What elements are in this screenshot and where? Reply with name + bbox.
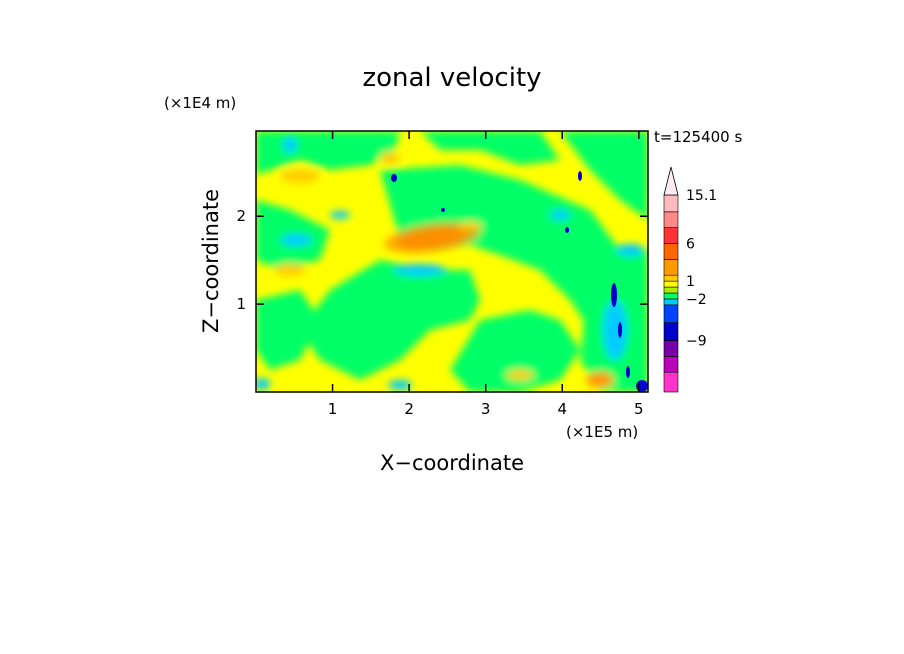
field-region-blue-3: [626, 366, 630, 378]
field-region-blue-5: [578, 171, 582, 181]
field-region-cyan-9: [330, 211, 350, 219]
plot-frame: [255, 130, 649, 393]
x-axis-label: X−coordinate: [380, 451, 524, 475]
colorbar-box-14: [663, 211, 679, 228]
velocity-field: [256, 131, 648, 392]
colorbar-box-8: [663, 286, 679, 294]
field-region-blue-6: [565, 227, 569, 233]
colorbar-box-6: [663, 298, 679, 306]
colorbar-box-2: [663, 356, 679, 373]
colorbar-box-1: [663, 371, 679, 393]
field-region-cyan-1: [394, 264, 446, 276]
field-region-green-7: [560, 131, 648, 220]
field-region-orange-6: [586, 372, 614, 388]
colorbar-label-3: 1: [686, 274, 695, 290]
field-region-blue-4: [391, 174, 397, 182]
field-region-cyan-6: [388, 380, 412, 390]
field-region-cyan-3: [283, 137, 297, 153]
field-region-green-4: [300, 260, 480, 380]
field-region-green-2: [420, 131, 560, 165]
x-tick-label-4: 4: [557, 400, 567, 418]
y-tick-label-2: 2: [236, 207, 246, 225]
colorbar-box-12: [663, 243, 679, 260]
colorbar-box-15: [663, 194, 679, 213]
field-region-blue-1: [611, 283, 617, 307]
x-tick-label-5: 5: [634, 400, 644, 418]
field-region-orange-2: [280, 169, 320, 183]
colorbar-label-1: 15.1: [686, 188, 717, 204]
field-region-cyan-4: [616, 244, 644, 256]
colorbar-box-7: [663, 292, 679, 300]
field-region-cyan-5: [603, 300, 627, 360]
x-tick-label-1: 1: [328, 400, 338, 418]
colorbar-box-13: [663, 227, 679, 244]
colorbar-extend-arrow: [663, 166, 679, 196]
field-region-blue-7: [636, 380, 648, 392]
colorbar-box-10: [663, 274, 679, 282]
y-axis-label: Z−coordinate: [199, 189, 223, 333]
colorbar-box-9: [663, 280, 679, 288]
field-region-cyan-8: [256, 378, 270, 390]
chart-title: zonal velocity: [362, 63, 541, 93]
field-region-orange-1: [384, 222, 480, 254]
field-region-orange-4: [380, 152, 400, 164]
field-region-blue-2: [618, 322, 622, 338]
time-label: t=125400 s: [654, 128, 742, 146]
field-region-blue-8: [441, 208, 445, 212]
colorbar-box-4: [663, 322, 679, 341]
x-scale-label: (×1E5 m): [566, 423, 638, 441]
field-region-green-5: [450, 310, 580, 392]
colorbar: 15.1 6 1 −2 −9: [663, 166, 717, 393]
field-region-orange-5: [506, 370, 534, 380]
colorbar-label-4: −2: [686, 292, 707, 308]
field-region-orange-3: [274, 264, 306, 276]
colorbar-box-3: [663, 340, 679, 357]
field-region-orange-7: [458, 222, 482, 230]
y-axis: 12: [236, 207, 648, 313]
field-region-cyan-7: [550, 210, 570, 220]
x-tick-label-2: 2: [404, 400, 414, 418]
y-scale-label: (×1E4 m): [164, 94, 236, 112]
x-axis: 1 2 3 4 5: [328, 131, 644, 418]
field-region-green-6: [256, 290, 320, 370]
field-region-cyan-2: [280, 234, 312, 246]
field-blobs: [256, 131, 648, 392]
colorbar-box-11: [663, 259, 679, 276]
y-tick-label-1: 1: [236, 295, 246, 313]
colorbar-label-2: 6: [686, 237, 695, 253]
x-tick-label-3: 3: [481, 400, 491, 418]
colorbar-box-5: [663, 304, 679, 324]
colorbar-label-5: −9: [686, 334, 707, 350]
field-region-green-3: [380, 165, 620, 330]
